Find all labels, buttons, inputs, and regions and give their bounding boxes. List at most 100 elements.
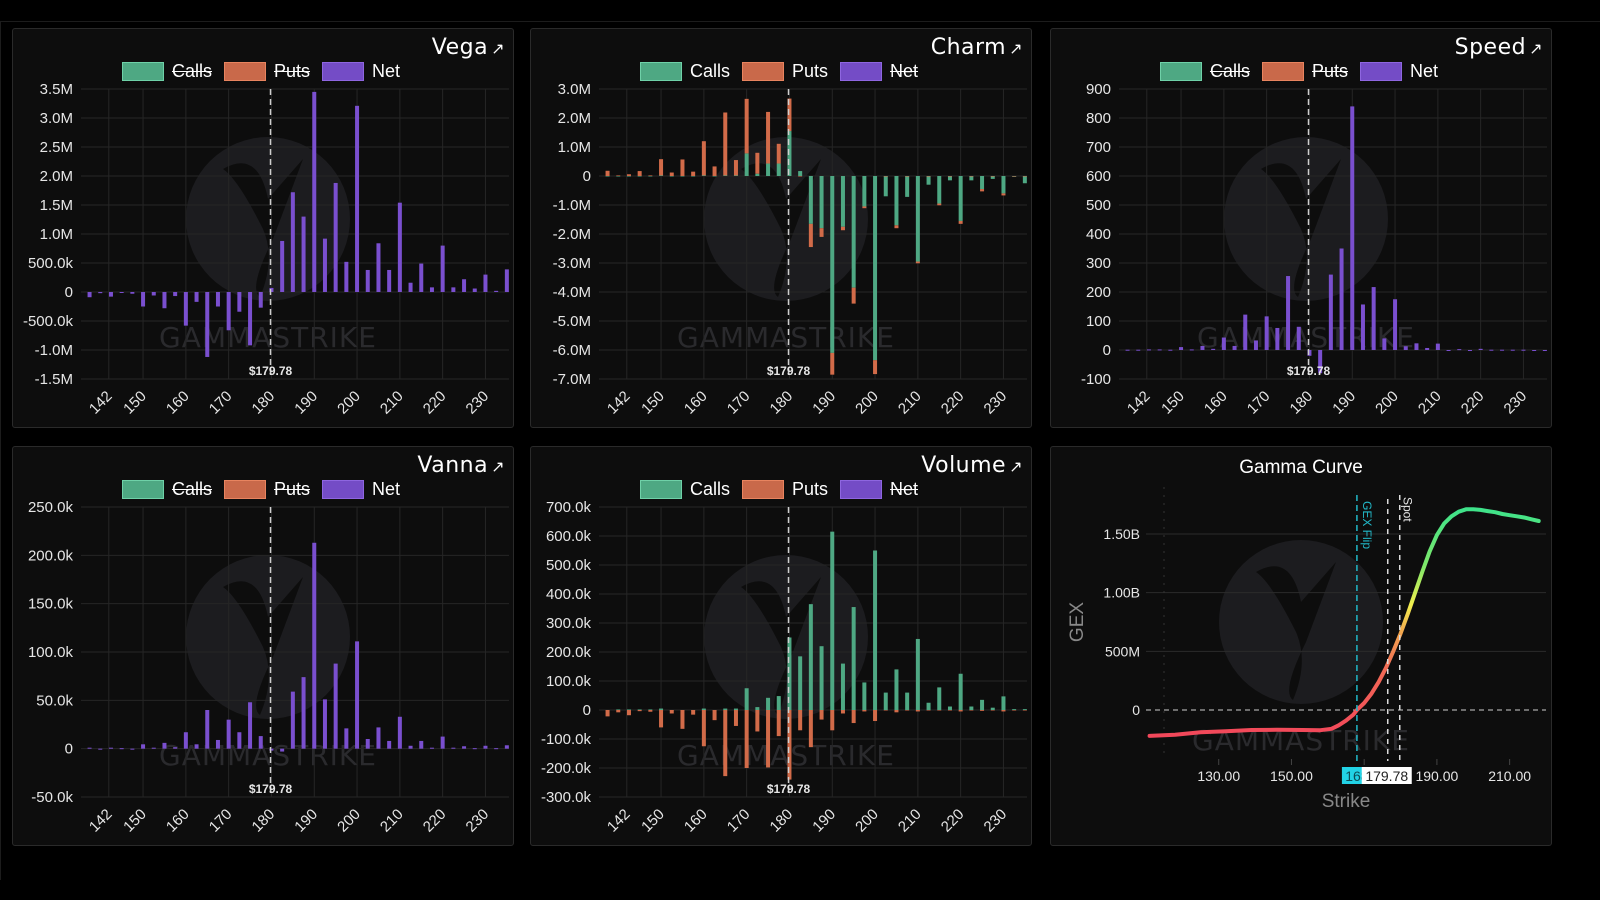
y-tick-label: -7.0M xyxy=(553,371,591,388)
bar-net xyxy=(194,292,199,302)
bar-net xyxy=(397,202,402,292)
volume-chart: GAMMASTRIKE 700.0k 600.0k 500.0k 400.0k 300.0… xyxy=(541,499,1027,836)
y-tick-label: 0 xyxy=(1103,342,1111,359)
bar-calls xyxy=(980,699,985,710)
vanna-chart: GAMMASTRIKE 250.0k 200.0k 150.0k 100.0k 50.0k… xyxy=(28,499,509,836)
bar-calls xyxy=(787,131,792,176)
legend-calls[interactable]: Calls xyxy=(639,61,730,82)
bar-puts xyxy=(648,710,653,712)
bar-net xyxy=(376,727,381,749)
volume-legend: Calls Puts Net xyxy=(531,479,1031,500)
legend-calls[interactable]: Calls xyxy=(121,61,212,82)
bar-calls xyxy=(691,176,696,177)
x-tick-label: 150 xyxy=(120,388,150,418)
x-tick-label: 150.00 xyxy=(1270,768,1313,784)
x-tick-label: 190 xyxy=(809,388,839,418)
x-tick-label: 190 xyxy=(1329,388,1359,418)
bar-puts xyxy=(798,710,803,731)
y-tick-label: -300.0k xyxy=(541,789,592,806)
net-swatch xyxy=(322,480,365,499)
gex-flip-label: GEX Flip xyxy=(1360,501,1374,549)
legend-net[interactable]: Net xyxy=(840,61,918,82)
x-tick-label: 170 xyxy=(724,388,754,418)
calls-swatch xyxy=(121,480,164,499)
legend-puts-label: Puts xyxy=(791,61,829,81)
bar-net xyxy=(280,748,285,752)
bar-puts xyxy=(798,176,803,177)
bar-net xyxy=(1296,326,1301,350)
expand-arrow-icon: ↗ xyxy=(491,457,505,476)
bar-net xyxy=(248,702,253,749)
legend-puts[interactable]: Puts xyxy=(741,61,829,82)
charm-panel: Charm ↗ Calls Puts Net GAMMASTRIKE 3.0M 2.0… xyxy=(530,28,1032,428)
bar-calls xyxy=(626,176,631,177)
bar-net xyxy=(215,739,220,749)
speed-title-link[interactable]: Speed ↗ xyxy=(1455,35,1543,60)
y-tick-label: 200 xyxy=(1086,284,1111,301)
legend-net[interactable]: Net xyxy=(322,479,400,500)
y-tick-label: -1.0M xyxy=(35,342,73,359)
vega-title-link[interactable]: Vega ↗ xyxy=(432,35,505,60)
bar-net xyxy=(119,292,124,293)
speed-panel: Speed ↗ Calls Puts Net GAMMASTRIKE 900 800 7… xyxy=(1050,28,1552,428)
legend-net[interactable]: Net xyxy=(840,479,918,500)
bar-net xyxy=(440,736,445,749)
bar-puts xyxy=(969,710,974,711)
bar-puts xyxy=(808,710,813,748)
bar-calls xyxy=(830,531,835,710)
legend-puts[interactable]: Puts xyxy=(223,61,310,82)
legend-calls[interactable]: Calls xyxy=(1159,61,1250,82)
bar-net xyxy=(1221,337,1226,350)
bar-puts xyxy=(1012,710,1017,711)
bar-net xyxy=(1253,340,1258,350)
volume-title-link[interactable]: Volume ↗ xyxy=(921,453,1023,478)
y-tick-label: 600.0k xyxy=(546,528,592,545)
y-tick-label: 0 xyxy=(583,702,591,719)
expand-arrow-icon: ↗ xyxy=(1529,39,1543,58)
legend-puts[interactable]: Puts xyxy=(1261,61,1348,82)
x-tick-label: 220 xyxy=(420,388,450,418)
legend-calls[interactable]: Calls xyxy=(639,479,730,500)
bar-net xyxy=(408,745,413,749)
bar-net xyxy=(173,292,178,297)
legend-net[interactable]: Net xyxy=(322,61,400,82)
y-tick-label: 1.00B xyxy=(1103,585,1140,601)
legend-net[interactable]: Net xyxy=(1360,61,1438,82)
bar-net xyxy=(1414,343,1419,350)
bar-calls xyxy=(990,707,995,710)
bar-net xyxy=(1125,349,1130,351)
bar-calls xyxy=(701,708,706,710)
bar-net xyxy=(290,192,295,292)
bar-net xyxy=(215,292,220,307)
y-tick-label: 0 xyxy=(583,168,591,185)
y-tick-label: -1.5M xyxy=(35,371,73,388)
charm-title-link[interactable]: Charm ↗ xyxy=(931,35,1023,60)
bar-puts xyxy=(894,225,899,229)
bar-net xyxy=(183,292,188,326)
bar-puts xyxy=(701,141,706,176)
bar-net xyxy=(98,748,103,750)
bar-puts xyxy=(787,98,792,132)
x-tick-label: 210.00 xyxy=(1488,768,1531,784)
bar-net xyxy=(1328,274,1333,350)
bar-puts xyxy=(669,710,674,714)
bar-puts xyxy=(819,710,824,720)
watermark-glyph-icon xyxy=(223,577,303,715)
vanna-title-link[interactable]: Vanna ↗ xyxy=(417,453,505,478)
legend-puts[interactable]: Puts xyxy=(741,479,829,500)
legend-puts-label: Puts xyxy=(791,479,829,499)
bar-puts xyxy=(969,176,974,177)
bar-net xyxy=(1264,316,1269,350)
bar-puts xyxy=(905,710,910,711)
bar-puts xyxy=(616,175,621,176)
bar-net xyxy=(365,739,370,749)
legend-calls[interactable]: Calls xyxy=(121,479,212,500)
y-tick-label: 150.0k xyxy=(28,596,74,613)
x-tick-label: 200 xyxy=(852,388,882,418)
bar-calls xyxy=(915,638,920,710)
bar-calls xyxy=(851,176,856,288)
bar-net xyxy=(87,747,92,749)
x-tick-label: 180 xyxy=(1287,388,1317,418)
legend-puts[interactable]: Puts xyxy=(223,479,310,500)
x-tick-label: 230 xyxy=(981,388,1011,418)
